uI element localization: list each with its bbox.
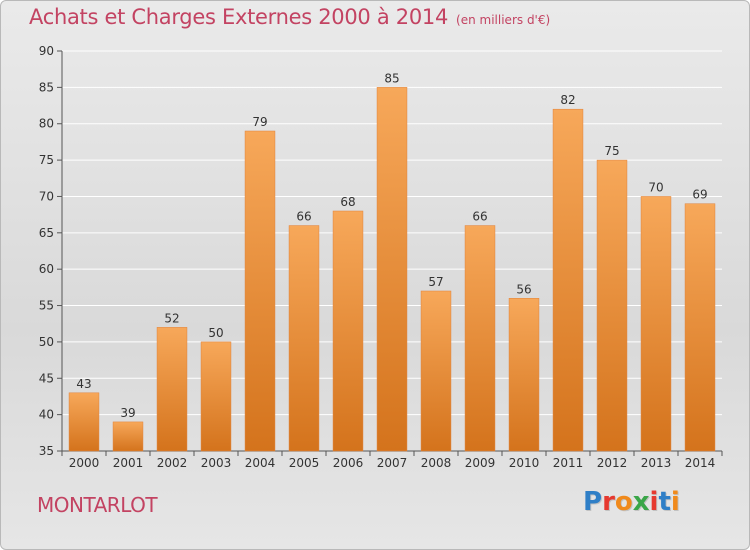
data-label: 85 — [384, 71, 399, 85]
x-tick-label: 2001 — [113, 456, 144, 470]
data-label: 82 — [560, 93, 575, 107]
bar-2004 — [244, 130, 276, 452]
bar-2000 — [68, 392, 100, 452]
bar-2009 — [464, 225, 496, 452]
logo-letter: t — [658, 487, 671, 517]
commune-name: MONTARLOT — [37, 493, 158, 517]
x-tick-label: 2010 — [509, 456, 540, 470]
x-tick-label: 2000 — [69, 456, 100, 470]
bar-2012 — [596, 159, 628, 452]
bar-2003 — [200, 341, 232, 452]
data-label: 68 — [340, 195, 355, 209]
bar-2006 — [332, 210, 364, 452]
x-tick-label: 2006 — [333, 456, 364, 470]
y-tick-label: 40 — [39, 408, 54, 422]
x-tick-label: 2008 — [421, 456, 452, 470]
x-tick-label: 2002 — [157, 456, 188, 470]
data-label: 66 — [472, 210, 487, 224]
x-tick-label: 2011 — [553, 456, 584, 470]
x-tick-label: 2007 — [377, 456, 408, 470]
logo-letter: P — [583, 487, 603, 517]
x-tick-label: 2003 — [201, 456, 232, 470]
y-tick-label: 65 — [39, 226, 54, 240]
x-tick-label: 2004 — [245, 456, 276, 470]
bar-2013 — [640, 196, 672, 452]
data-label: 69 — [692, 188, 707, 202]
x-tick-label: 2009 — [465, 456, 496, 470]
proxiti-logo: Proxiti — [583, 487, 680, 517]
x-tick-label: 2013 — [641, 456, 672, 470]
data-label: 70 — [648, 180, 663, 194]
data-label: 52 — [164, 311, 179, 325]
y-tick-labels: 35 40 45 50 55 60 65 70 75 80 85 90 — [39, 44, 54, 458]
y-tick-label: 35 — [39, 444, 54, 458]
y-tick-label: 90 — [39, 44, 54, 58]
data-label: 43 — [76, 377, 91, 391]
x-tick-label: 2012 — [597, 456, 628, 470]
bar-2010 — [508, 298, 540, 452]
bar-2011 — [552, 108, 584, 452]
data-label: 56 — [516, 282, 531, 296]
logo-letter: o — [614, 487, 633, 517]
y-tick-label: 60 — [39, 262, 54, 276]
y-tick-label: 80 — [39, 117, 54, 131]
title-text: Achats et Charges Externes 2000 à 2014 — [29, 5, 449, 29]
data-label: 66 — [296, 210, 311, 224]
logo-letter: x — [632, 487, 650, 517]
bar-2001 — [112, 421, 144, 452]
data-label: 50 — [208, 326, 223, 340]
y-tick-label: 45 — [39, 371, 54, 385]
y-tick-label: 50 — [39, 335, 54, 349]
y-tick-label: 70 — [39, 189, 54, 203]
bars — [68, 87, 716, 452]
x-tick-label: 2014 — [685, 456, 716, 470]
bar-2002 — [156, 327, 188, 452]
y-tick-label: 75 — [39, 153, 54, 167]
bar-2014 — [684, 203, 716, 452]
data-label: 75 — [604, 144, 619, 158]
bar-2007 — [376, 87, 408, 452]
data-label: 57 — [428, 275, 443, 289]
y-tick-label: 55 — [39, 299, 54, 313]
x-tick-labels: 2000 2001 2002 2003 2004 2005 2006 2007 2008 2009… — [69, 456, 716, 470]
logo-letter: i — [670, 487, 680, 517]
x-tick-label: 2005 — [289, 456, 320, 470]
y-tick-label: 85 — [39, 80, 54, 94]
logo-letter: r — [602, 487, 615, 517]
chart-title: Achats et Charges Externes 2000 à 2014 (e… — [29, 5, 550, 29]
bar-2005 — [288, 225, 320, 452]
title-unit: (en milliers d'€) — [456, 13, 551, 27]
data-label: 79 — [252, 115, 267, 129]
data-label: 39 — [120, 406, 135, 420]
bar-2008 — [420, 290, 452, 452]
data-labels: 43 39 52 50 79 66 68 85 57 66 56 82 75 70 69 — [76, 71, 707, 420]
logo-letter: i — [649, 487, 659, 517]
